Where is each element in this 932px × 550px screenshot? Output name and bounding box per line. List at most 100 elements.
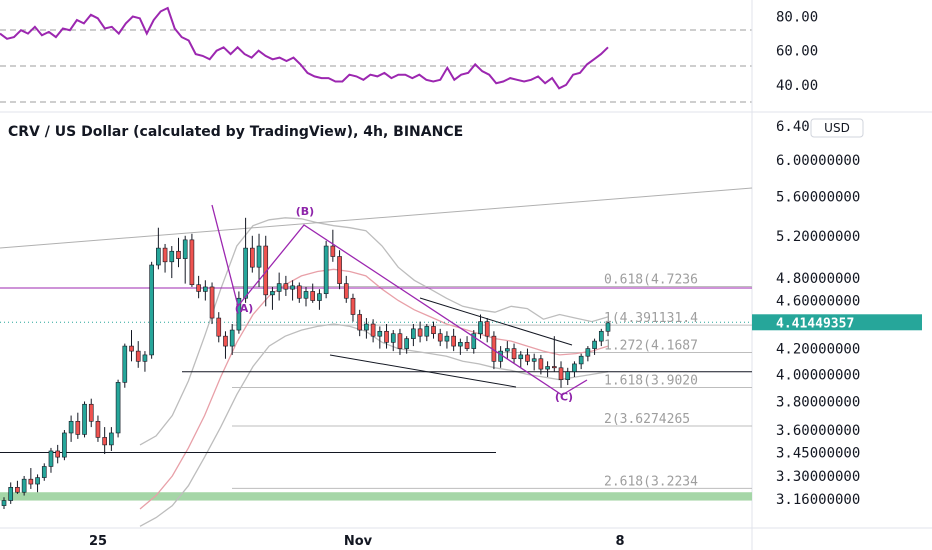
candle	[525, 348, 530, 366]
candle	[223, 331, 228, 359]
rising-trendline	[0, 187, 753, 249]
candle	[203, 280, 208, 301]
candle-body	[538, 358, 544, 370]
candle	[75, 412, 81, 439]
time-tick-label: 25	[89, 534, 107, 549]
candle	[8, 482, 14, 504]
candle-body	[21, 478, 27, 493]
candle	[505, 341, 510, 359]
candle-body	[149, 264, 154, 356]
candle-body	[290, 285, 295, 290]
candle-body	[330, 245, 336, 257]
price-tick-label: 6.00000000	[776, 153, 860, 169]
oscillator-tick-label: 60.00	[776, 44, 818, 60]
price-pane: (B) (A) (C) 0.618(4.7236 1(4.391131.4 1.272(…	[0, 187, 753, 527]
oscillator-tick-label: 40.00	[776, 78, 818, 94]
candle	[451, 328, 456, 352]
candle	[82, 401, 87, 438]
price-tick-label: 3.45000000	[776, 445, 860, 461]
candle-body	[464, 342, 470, 349]
oscillator-series	[0, 6, 609, 90]
candle	[545, 361, 550, 378]
candle-body	[350, 297, 356, 315]
candle-body	[578, 355, 584, 365]
candle-body	[424, 326, 430, 337]
candle	[350, 293, 356, 322]
candle-body	[411, 328, 416, 339]
candle-body	[156, 247, 161, 266]
candle	[592, 338, 597, 355]
candle-body	[68, 420, 74, 434]
candle-body	[229, 329, 235, 347]
price-axis: 6.400000006.000000005.600000005.20000000…	[776, 119, 860, 508]
candle	[444, 331, 450, 349]
currency-button[interactable]: USD	[810, 118, 864, 138]
wave-label: (C)	[555, 391, 573, 404]
candle-body	[28, 478, 34, 485]
candle-body	[505, 348, 510, 352]
candle	[189, 233, 195, 287]
oscillator-pane	[0, 6, 752, 103]
price-tick-label: 4.80000000	[776, 271, 860, 287]
support-zone	[0, 492, 752, 501]
candle-body	[8, 487, 14, 501]
candle	[605, 321, 611, 337]
candle-body	[129, 345, 134, 352]
candle-body	[169, 250, 175, 263]
candle-body	[270, 291, 275, 296]
candle	[572, 361, 577, 378]
fib-level-label: 1.618(3.9020	[604, 373, 698, 388]
candle-body	[370, 323, 376, 337]
candle	[598, 328, 604, 347]
candle	[343, 275, 349, 303]
candle-body	[135, 350, 141, 362]
candle-body	[444, 335, 450, 342]
candle	[417, 321, 423, 343]
candle	[209, 282, 215, 325]
fib-level-label: 2(3.6274265	[604, 412, 690, 427]
channel-upper-line	[419, 297, 573, 346]
candle-body	[48, 450, 54, 467]
abc-wave-line	[211, 204, 588, 396]
candle-body	[343, 283, 349, 299]
fib-level-label: 1.272(4.1687	[604, 339, 698, 354]
candle-body	[592, 340, 597, 349]
candle	[35, 474, 40, 493]
candle	[122, 343, 128, 388]
candle	[303, 286, 309, 307]
candle-body	[95, 420, 101, 438]
price-tick-label: 4.60000000	[776, 294, 860, 310]
candle-body	[41, 466, 47, 478]
candle	[196, 275, 201, 299]
candle-body	[431, 326, 436, 335]
currency-label: USD	[824, 121, 850, 135]
candle-body	[55, 450, 61, 458]
candle	[169, 246, 175, 279]
channel-lower-line	[329, 354, 517, 388]
candle	[28, 468, 34, 489]
candle	[578, 353, 584, 370]
bollinger-bands	[139, 217, 609, 527]
price-tick-label: 3.30000000	[776, 469, 860, 485]
candle	[48, 447, 54, 473]
candle	[109, 427, 114, 451]
candle	[317, 289, 322, 310]
candle-body	[182, 239, 188, 259]
candle	[330, 229, 336, 262]
candle-body	[216, 317, 222, 337]
candle	[283, 275, 289, 296]
candle-body	[88, 403, 94, 422]
candle	[296, 282, 302, 303]
candle-body	[545, 366, 550, 370]
candle	[236, 291, 242, 334]
candle-body	[162, 247, 168, 263]
candle	[15, 480, 20, 494]
candle-body	[109, 432, 114, 446]
candle	[323, 240, 329, 299]
candle	[511, 343, 517, 364]
moving-average-line	[139, 268, 609, 510]
wave-path	[211, 204, 588, 396]
candle-body	[323, 245, 329, 294]
candle	[95, 415, 101, 442]
